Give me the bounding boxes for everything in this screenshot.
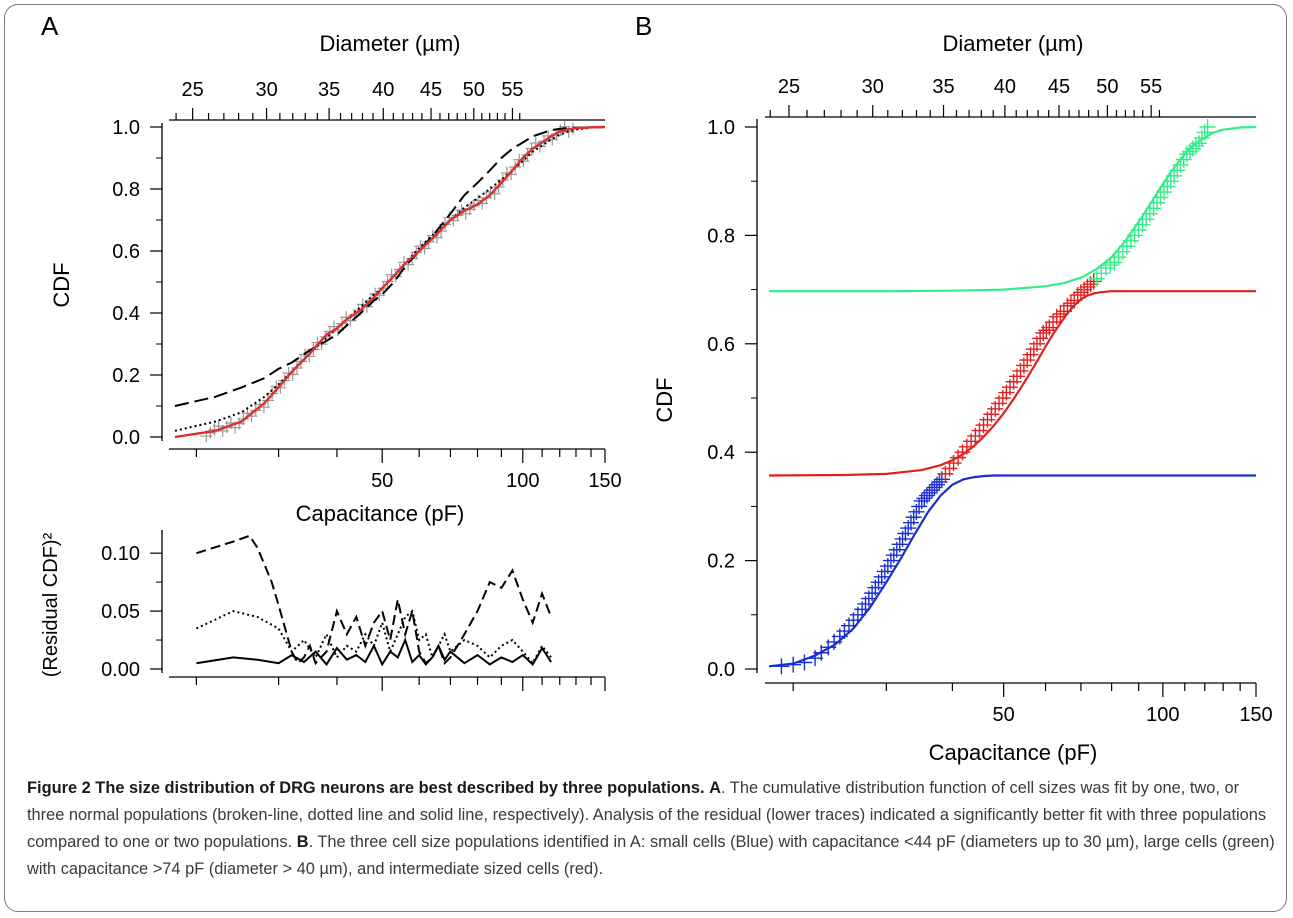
sample-marker-small	[796, 654, 813, 671]
x-tick-label: 50	[371, 470, 393, 492]
panel-a-residual: 0.00 0.05 0.10 (Residual CDF)²	[40, 530, 606, 691]
sample-marker-small	[773, 658, 790, 675]
y-tick-label: 0.0	[707, 659, 735, 681]
y-tick-label: 1.0	[707, 117, 735, 139]
residual-line-solid	[196, 637, 552, 667]
y-tick-label: 0.05	[101, 601, 140, 623]
top-tick-label: 40	[994, 76, 1016, 98]
x-tick-label: 100	[506, 470, 539, 492]
top-axis-title: Diameter (µm)	[319, 31, 460, 56]
top-tick-label: 45	[1048, 76, 1070, 98]
series-line-intermediate	[768, 290, 1256, 477]
figure-svg: A Diameter (µm) 25 30 35 40 45 50 55 0.0 0.2 0.4 0.6…	[40, 11, 1273, 765]
top-tick-label: 50	[463, 79, 485, 101]
figure-frame: A Diameter (µm) 25 30 35 40 45 50 55 0.0 0.2 0.4 0.6…	[4, 4, 1287, 912]
panel-label-b: B	[635, 11, 652, 41]
series-line-small	[768, 474, 1256, 668]
sample-marker-large	[1199, 119, 1216, 135]
top-tick-label: 40	[372, 79, 394, 101]
panel-b-cdf: B Diameter (µm) 25 30 35 40 45 50 55 0.0 0.2 0.4 0.6…	[635, 11, 1273, 765]
series-line-fit	[174, 125, 606, 439]
y-tick-label: 1.0	[112, 117, 140, 139]
residual-line-dotted	[195, 609, 552, 665]
panel-label-a: A	[41, 11, 59, 41]
top-tick-label: 35	[932, 76, 954, 98]
y-tick-label: 0.4	[112, 303, 140, 325]
sample-marker-large	[1102, 257, 1119, 274]
y-axis-title: CDF	[49, 262, 74, 307]
caption-label-b: B	[296, 833, 309, 851]
x-tick-label: 50	[993, 704, 1015, 726]
caption-text-a: . The cumulative distribution function o…	[27, 779, 1267, 851]
top-tick-label: 30	[255, 79, 277, 101]
sample-marker-intermediate	[1062, 295, 1079, 312]
caption-text-b: . The three cell size populations identi…	[27, 833, 1275, 878]
top-tick-label: 45	[420, 79, 442, 101]
sample-marker-small	[931, 474, 948, 491]
y-axis-title: CDF	[652, 377, 677, 422]
top-tick-label: 35	[318, 79, 340, 101]
caption-title: Figure 2 The size distribution of DRG ne…	[27, 779, 705, 797]
y-tick-label: 0.00	[101, 659, 140, 681]
sample-marker-intermediate	[1052, 305, 1069, 322]
top-tick-label: 50	[1096, 76, 1118, 98]
caption-label-a: A	[709, 779, 721, 797]
residual-y-axis-title: (Residual CDF)²	[40, 532, 62, 677]
sample-marker-intermediate	[1085, 273, 1102, 290]
top-tick-label: 25	[778, 76, 800, 98]
sample-marker-intermediate	[1038, 322, 1055, 339]
sample-marker-small	[785, 656, 802, 673]
residual-line-dashed	[196, 534, 553, 666]
x-axis-title: Capacitance (pF)	[296, 501, 465, 526]
panel-a-cdf: A Diameter (µm) 25 30 35 40 45 50 55 0.0 0.2 0.4 0.6…	[41, 11, 622, 526]
y-tick-label: 0.6	[112, 241, 140, 263]
top-tick-label: 55	[1140, 76, 1162, 98]
top-tick-label: 30	[862, 76, 884, 98]
series-line-dashed	[174, 126, 606, 407]
y-tick-label: 0.6	[707, 334, 735, 356]
y-tick-label: 0.4	[707, 442, 735, 464]
x-tick-label: 150	[588, 470, 621, 492]
x-tick-label: 100	[1146, 704, 1179, 726]
top-tick-label: 25	[182, 79, 204, 101]
series-line-dotted	[174, 126, 606, 432]
top-axis-title: Diameter (µm)	[942, 31, 1083, 56]
top-tick-label: 55	[501, 79, 523, 101]
x-tick-label: 150	[1239, 704, 1272, 726]
y-tick-label: 0.8	[112, 179, 140, 201]
y-tick-label: 0.2	[707, 551, 735, 573]
y-tick-label: 0.2	[112, 365, 140, 387]
series-line-large	[769, 125, 1257, 293]
y-tick-label: 0.0	[112, 427, 140, 449]
figure-caption: Figure 2 The size distribution of DRG ne…	[27, 775, 1279, 883]
y-tick-label: 0.8	[707, 225, 735, 247]
x-axis-title: Capacitance (pF)	[929, 740, 1098, 765]
y-tick-label: 0.10	[101, 543, 140, 565]
sample-marker-large	[1097, 259, 1114, 276]
sample-marker-large	[1187, 137, 1204, 154]
